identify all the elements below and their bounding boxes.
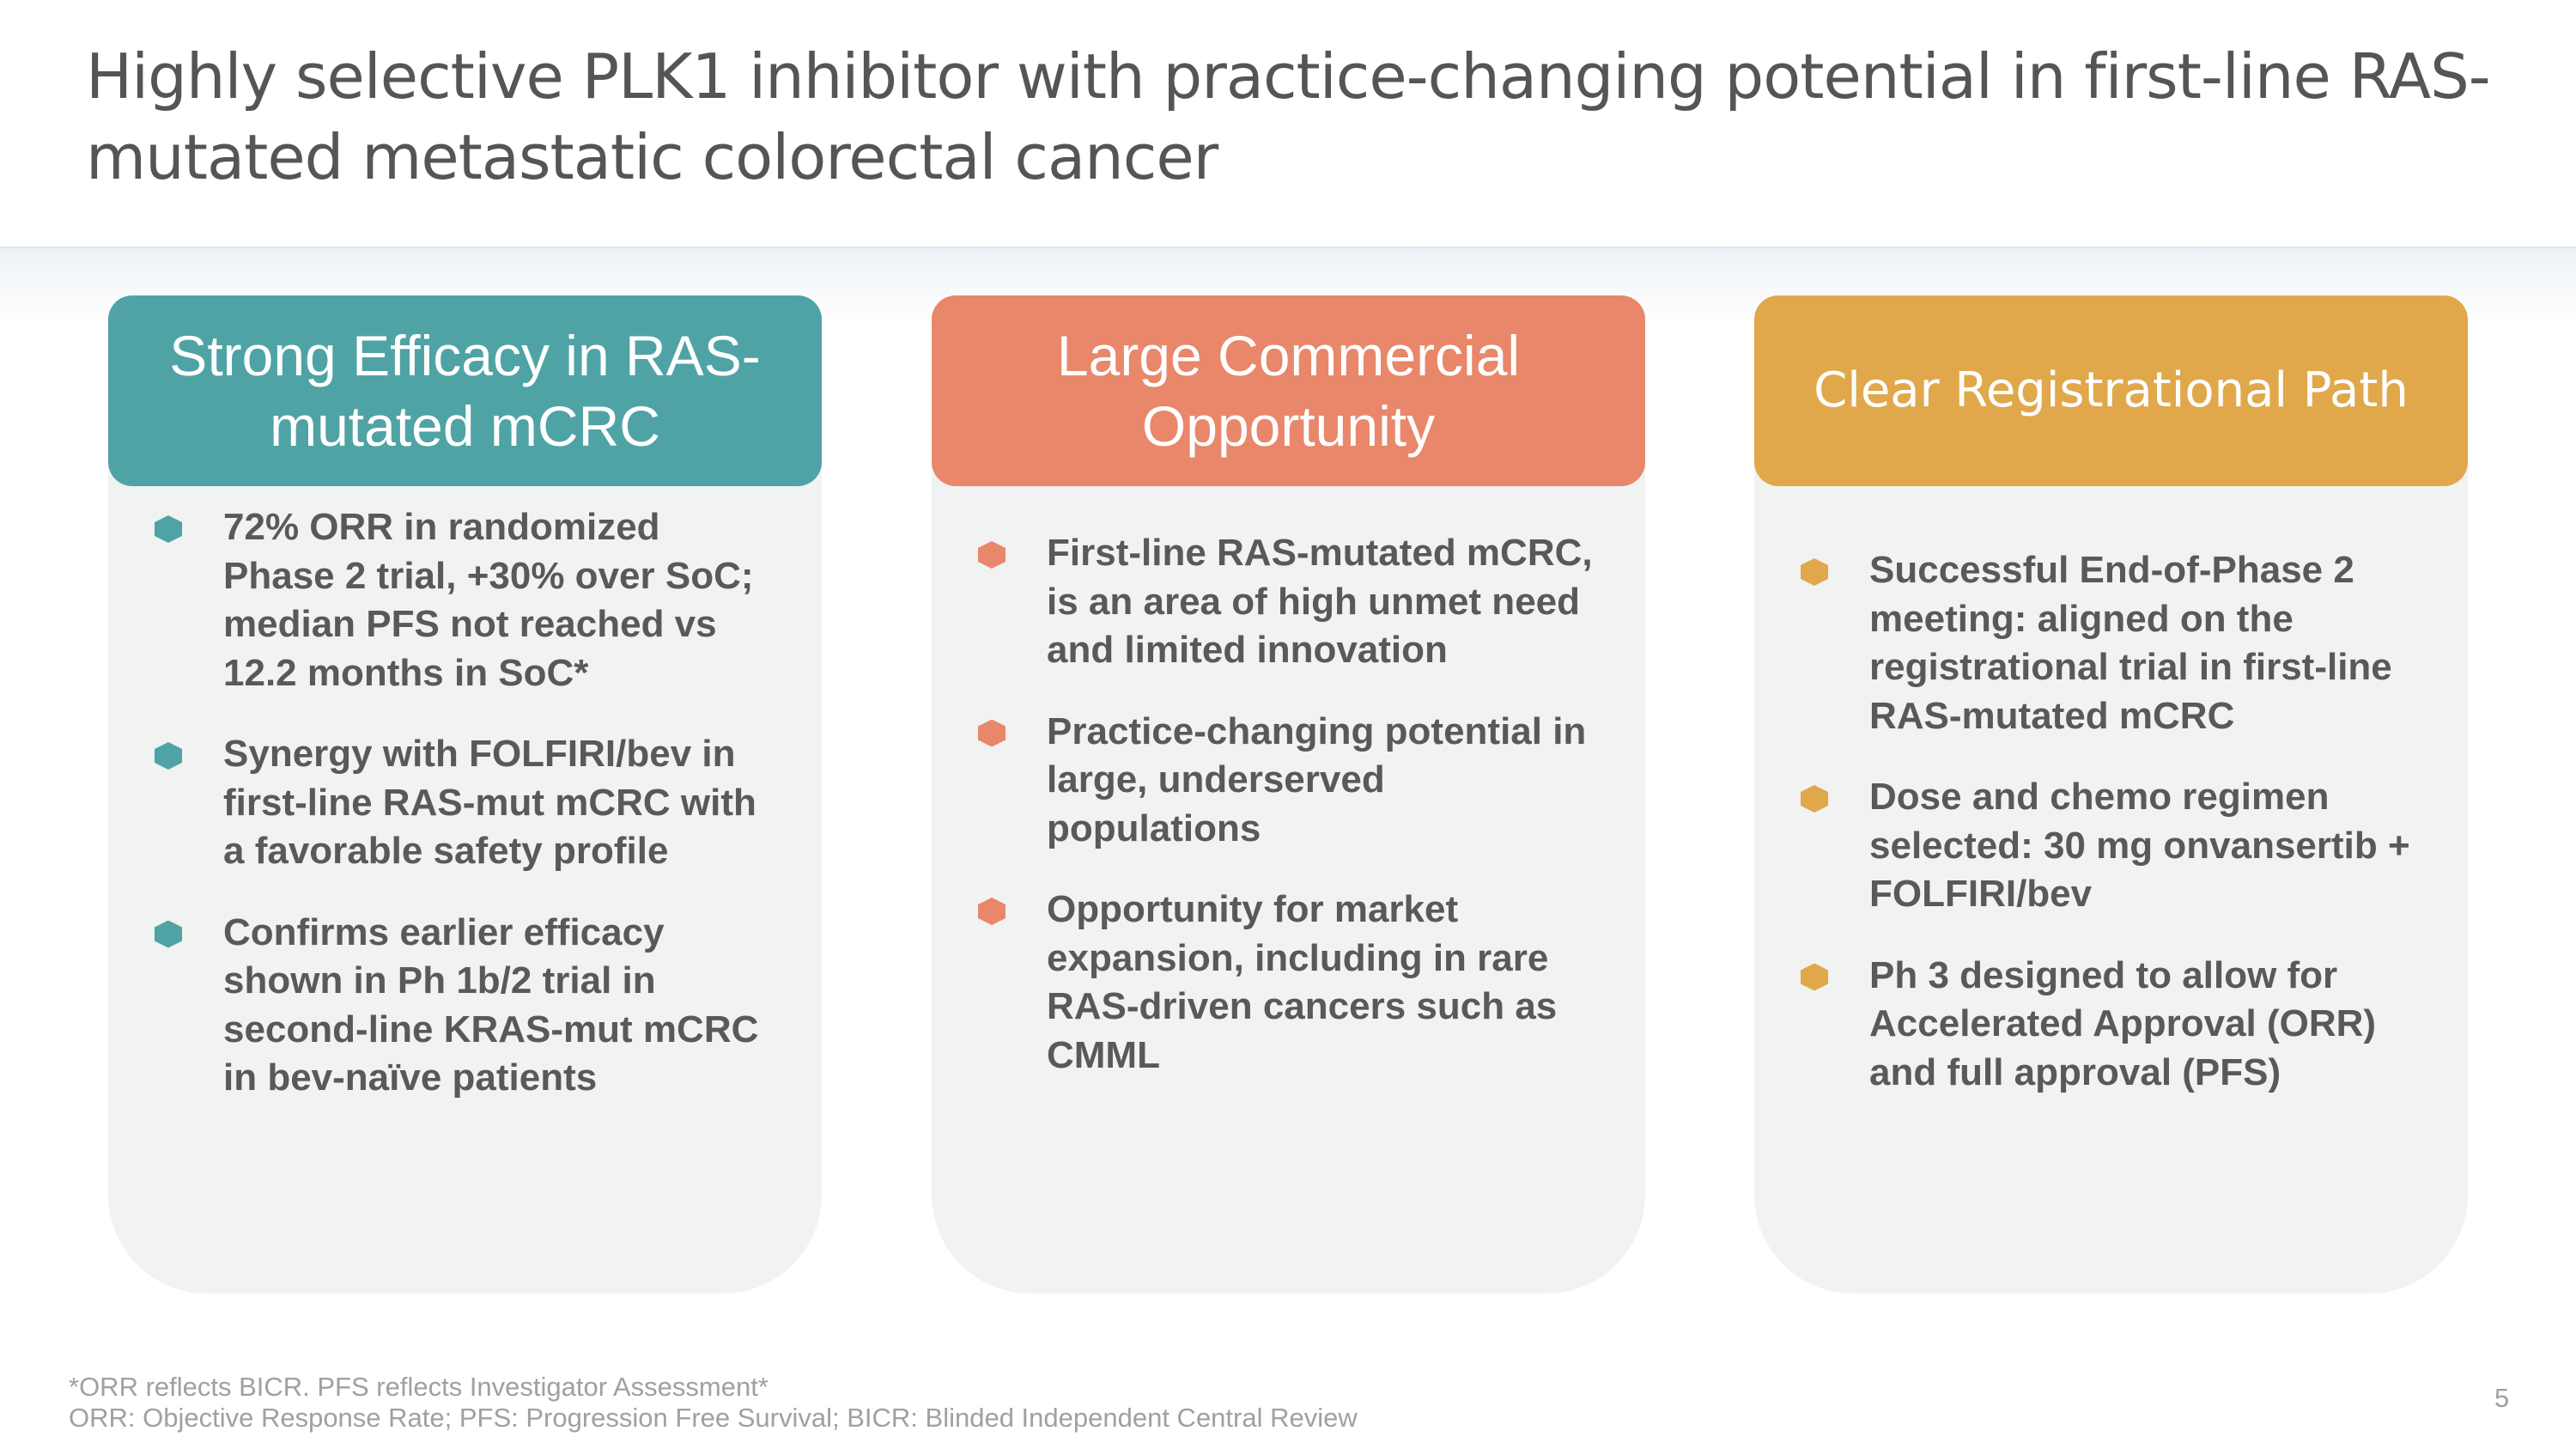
bullet-text: First-line RAS-mutated mCRC, is an area … bbox=[1047, 532, 1593, 671]
slide-title: Highly selective PLK1 inhibitor with pra… bbox=[86, 40, 2491, 193]
bullet-text: Synergy with FOLFIRI/bev in first-line R… bbox=[223, 733, 756, 872]
bullet-item: Dose and chemo regimen selected: 30 mg o… bbox=[1754, 773, 2468, 919]
bullet-list: Successful End-of-Phase 2 meeting: align… bbox=[1754, 546, 2468, 1129]
bullet-text: Successful End-of-Phase 2 meeting: align… bbox=[1869, 549, 2392, 737]
bullet-marker bbox=[978, 541, 1005, 569]
bullet-marker bbox=[978, 719, 1005, 747]
bullet-item: Synergy with FOLFIRI/bev in first-line R… bbox=[108, 730, 822, 876]
bullet-item: Successful End-of-Phase 2 meeting: align… bbox=[1754, 546, 2468, 740]
bullet-text: Ph 3 designed to allow for Accelerated A… bbox=[1869, 953, 2377, 1093]
bullet-marker bbox=[155, 515, 182, 543]
card-heading: Strong Efficacy in RAS-mutated mCRC bbox=[108, 295, 822, 486]
bullet-marker bbox=[1801, 963, 1828, 991]
bullet-text: Practice-changing potential in large, un… bbox=[1047, 709, 1587, 849]
bullet-item: First-line RAS-mutated mCRC, is an area … bbox=[932, 529, 1645, 675]
bullet-item: Practice-changing potential in large, un… bbox=[932, 708, 1645, 854]
page-number: 5 bbox=[2494, 1383, 2510, 1413]
bullet-item: Confirms earlier efficacy shown in Ph 1b… bbox=[108, 909, 822, 1103]
footnote: ORR: Objective Response Rate; PFS: Progr… bbox=[69, 1403, 1358, 1433]
bullet-text: Dose and chemo regimen selected: 30 mg o… bbox=[1869, 776, 2410, 915]
bullet-item: 72% ORR in randomized Phase 2 trial, +30… bbox=[108, 503, 822, 697]
bullet-text: Opportunity for market expansion, includ… bbox=[1047, 888, 1558, 1076]
card: Large Commercial Opportunity First-line R… bbox=[932, 295, 1645, 1294]
footnote: *ORR reflects BICR. PFS reflects Investi… bbox=[69, 1372, 769, 1402]
bullet-marker bbox=[1801, 785, 1828, 813]
bullet-marker bbox=[155, 742, 182, 770]
bullet-marker bbox=[1801, 558, 1828, 586]
bullet-text: Confirms earlier efficacy shown in Ph 1b… bbox=[223, 910, 759, 1099]
bullet-item: Ph 3 designed to allow for Accelerated A… bbox=[1754, 952, 2468, 1098]
bullet-list: First-line RAS-mutated mCRC, is an area … bbox=[932, 529, 1645, 1112]
card: Clear Registrational Path Successful End-… bbox=[1754, 295, 2468, 1294]
card-heading: Large Commercial Opportunity bbox=[932, 295, 1645, 486]
card: Strong Efficacy in RAS-mutated mCRC 72% O… bbox=[108, 295, 822, 1294]
bullet-marker bbox=[155, 920, 182, 948]
bullet-marker bbox=[978, 898, 1005, 925]
card-heading: Clear Registrational Path bbox=[1754, 295, 2468, 486]
bullet-item: Opportunity for market expansion, includ… bbox=[932, 886, 1645, 1080]
bullet-text: 72% ORR in randomized Phase 2 trial, +30… bbox=[223, 506, 754, 694]
bullet-list: 72% ORR in randomized Phase 2 trial, +30… bbox=[108, 503, 822, 1135]
